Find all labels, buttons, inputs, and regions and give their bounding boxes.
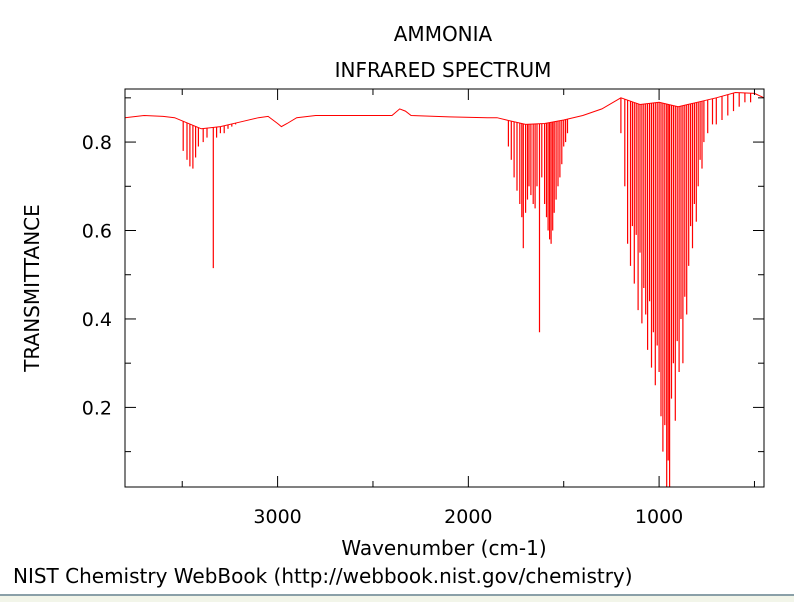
plot-content [124,91,765,487]
x-tick-label: 3000 [253,506,301,528]
source-credit: NIST Chemistry WebBook (http://webbook.n… [13,564,633,588]
chart-title: AMMONIA [394,22,493,46]
y-axis: 0.2 0.4 0.6 0.8 [82,97,764,453]
plot-frame [124,88,765,488]
y-tick-label: 0.8 [82,132,112,154]
y-tick-label: 0.6 [82,221,112,243]
bottom-border [0,594,794,602]
x-tick-label: 1000 [635,506,683,528]
chart-subtitle: INFRARED SPECTRUM [335,58,552,82]
y-axis-label: TRANSMITTANCE [20,204,44,373]
spectrum-baseline [124,91,765,130]
y-tick-label: 0.4 [82,309,112,331]
y-tick-label: 0.2 [82,397,112,419]
x-axis: 3000 2000 1000 [181,89,755,528]
x-tick-label: 2000 [444,506,492,528]
x-axis-label: Wavenumber (cm-1) [341,536,546,560]
